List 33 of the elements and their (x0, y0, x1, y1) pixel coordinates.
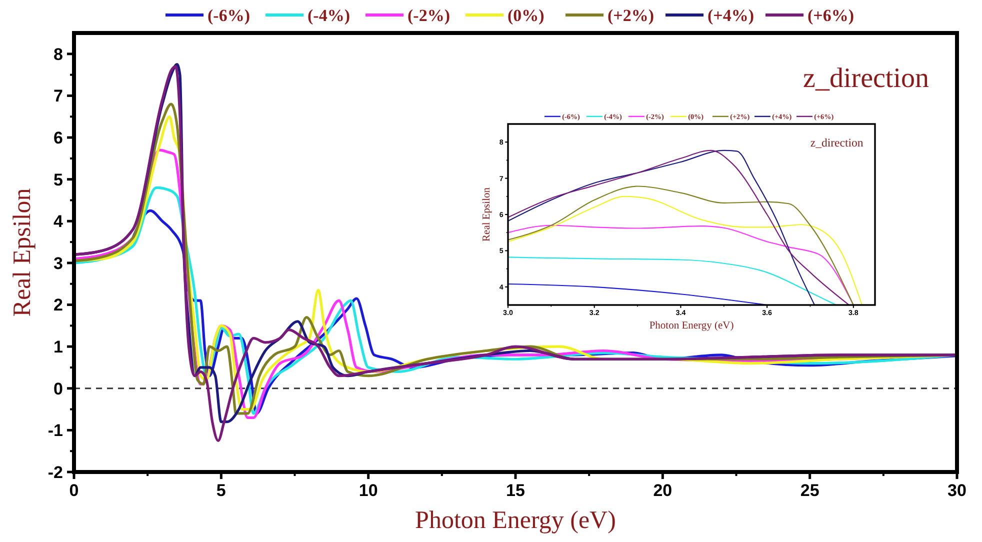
text: z_direction (810, 136, 864, 150)
x-tick-label: 25 (800, 481, 820, 500)
x-tick-label: 5 (216, 481, 226, 500)
y-tick-label: 2 (54, 296, 63, 315)
text: z_direction (803, 63, 929, 94)
legend-label: (-6%) (208, 6, 250, 25)
x-tick-label: 20 (653, 481, 672, 500)
y-tick-label: 0 (54, 379, 63, 398)
y-axis-title: Real Epsilon (9, 188, 36, 317)
y-axis-title: Real Epsilon (482, 186, 493, 242)
y-tick-label: 5 (54, 170, 63, 190)
x-tick-label: 30 (948, 481, 966, 500)
legend-label: (-2%) (408, 6, 450, 25)
x-axis-title: Photon Energy (eV) (649, 320, 734, 332)
x-tick-label: 10 (358, 481, 378, 500)
y-tick-label: -1 (48, 421, 63, 440)
y-tick-label: 6 (54, 128, 63, 148)
y-tick-label: 7 (54, 86, 63, 106)
x-tick-label: 15 (506, 481, 525, 500)
y-tick-label: 4 (54, 212, 64, 232)
line-series (508, 256, 837, 305)
legend-label: (+4%) (708, 6, 754, 25)
legend-label: (0%) (508, 6, 544, 25)
legend-label: (-4%) (308, 6, 350, 25)
legend-label: (+6%) (808, 6, 854, 25)
legend-label: (+2%) (608, 6, 654, 25)
y-tick-label: 1 (54, 338, 63, 357)
y-tick-label: -2 (48, 462, 63, 482)
y-tick-label: 3 (54, 254, 63, 273)
line-series (508, 224, 854, 305)
x-axis-title: Photon Energy (eV) (415, 507, 616, 534)
x-tick-label: 0 (69, 481, 79, 500)
y-tick-label: 8 (54, 44, 63, 64)
